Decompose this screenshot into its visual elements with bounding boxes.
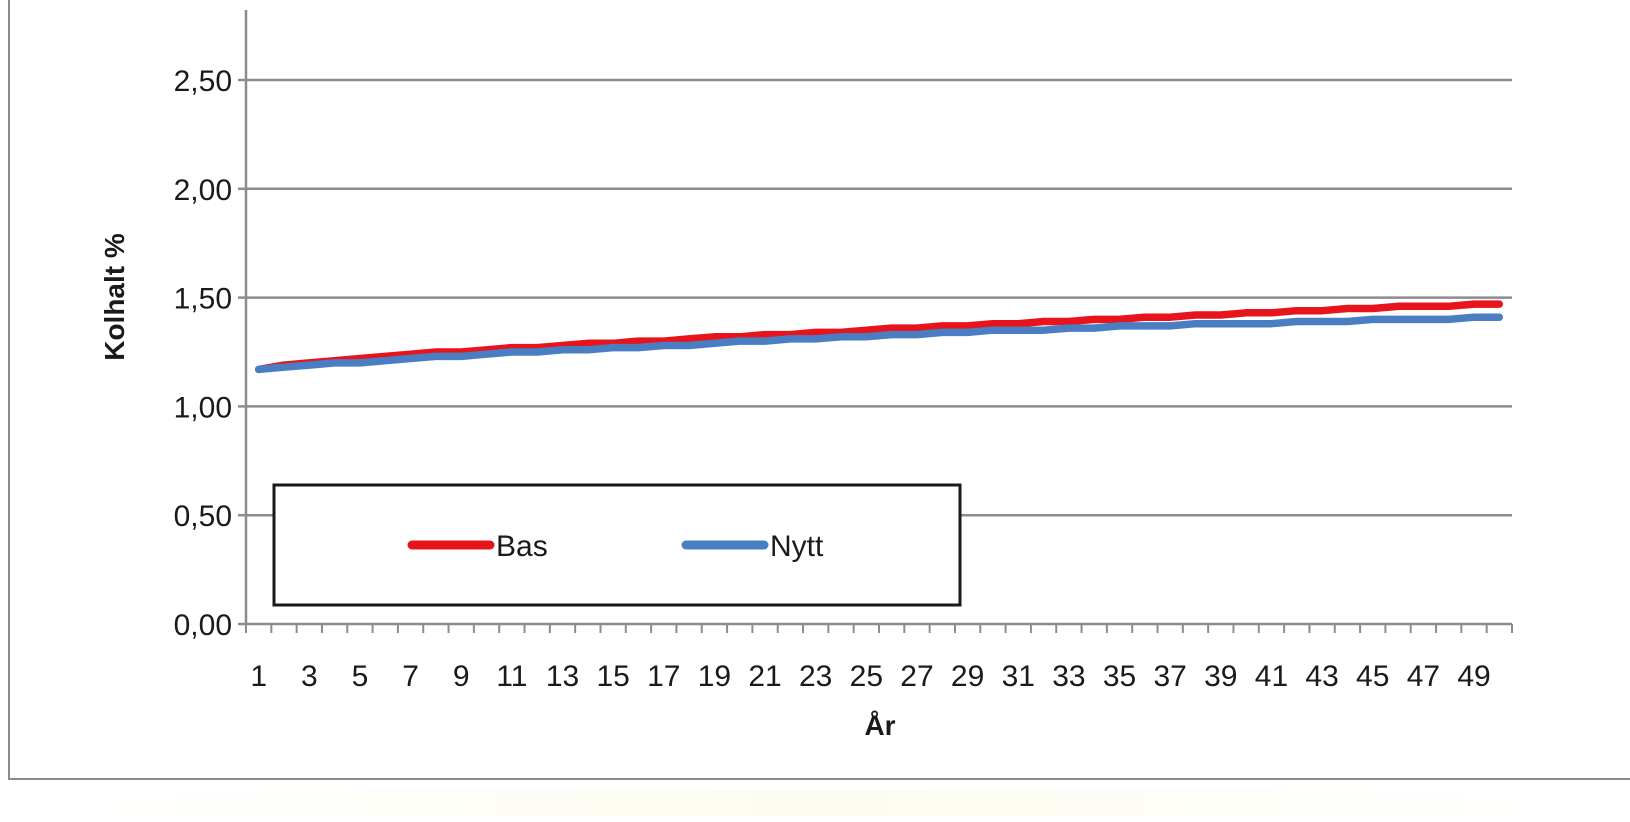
x-tick-label: 25 bbox=[850, 660, 883, 693]
y-tick-label: 2,50 bbox=[174, 65, 232, 98]
x-tick-label: 13 bbox=[546, 660, 579, 693]
y-tick-labels: 0,00 0,50 1,00 1,50 2,00 2,50 bbox=[174, 65, 232, 642]
bottom-shadow-decoration bbox=[90, 790, 1550, 816]
series-line-bas bbox=[254, 300, 1504, 374]
x-tick-label: 39 bbox=[1204, 660, 1237, 693]
x-tick-label: 5 bbox=[352, 660, 369, 693]
x-tick-labels: 1 3 5 7 9 11 13 15 17 19 21 23 25 27 29 31 33 35 37 39 41 43 4… bbox=[250, 660, 1490, 693]
y-tick-label: 1,50 bbox=[174, 283, 232, 316]
y-tick-label: 0,50 bbox=[174, 500, 232, 533]
x-tick-label: 45 bbox=[1356, 660, 1389, 693]
x-tick-label: 11 bbox=[496, 660, 527, 693]
y-tick-label: 2,00 bbox=[174, 174, 232, 207]
x-tick-label: 27 bbox=[900, 660, 933, 693]
x-tick-label: 9 bbox=[453, 660, 470, 693]
chart-frame bbox=[8, 0, 1630, 780]
x-axis-title: År bbox=[864, 710, 895, 741]
x-tick-label: 17 bbox=[647, 660, 680, 693]
legend-label-nytt: Nytt bbox=[770, 530, 824, 563]
legend: Bas Nytt bbox=[272, 483, 962, 607]
series-line-nytt bbox=[254, 313, 1504, 374]
x-tick-label: 1 bbox=[250, 660, 267, 693]
x-tick-label: 19 bbox=[698, 660, 731, 693]
x-tick-label: 37 bbox=[1153, 660, 1186, 693]
x-tick-label: 31 bbox=[1002, 660, 1035, 693]
x-tick-label: 49 bbox=[1457, 660, 1490, 693]
y-tick-label: 1,00 bbox=[174, 391, 232, 424]
series-lines bbox=[254, 300, 1504, 374]
y-tick-label: 0,00 bbox=[174, 609, 232, 642]
legend-label-bas: Bas bbox=[496, 530, 548, 563]
gridlines bbox=[246, 78, 1512, 517]
y-axis-title: Kolhalt % bbox=[99, 233, 130, 361]
x-tick-label: 29 bbox=[951, 660, 984, 693]
x-tick-label: 21 bbox=[748, 660, 781, 693]
x-tick-label: 7 bbox=[402, 660, 419, 693]
legend-box bbox=[272, 483, 962, 607]
x-tick-label: 3 bbox=[301, 660, 318, 693]
x-tick-label: 23 bbox=[799, 660, 832, 693]
x-tick-label: 35 bbox=[1103, 660, 1136, 693]
x-tick-label: 33 bbox=[1052, 660, 1085, 693]
x-tick-label: 41 bbox=[1255, 660, 1288, 693]
x-tick-label: 47 bbox=[1407, 660, 1440, 693]
x-tick-label: 15 bbox=[596, 660, 629, 693]
axes bbox=[238, 10, 1513, 633]
x-tick-label: 43 bbox=[1305, 660, 1338, 693]
